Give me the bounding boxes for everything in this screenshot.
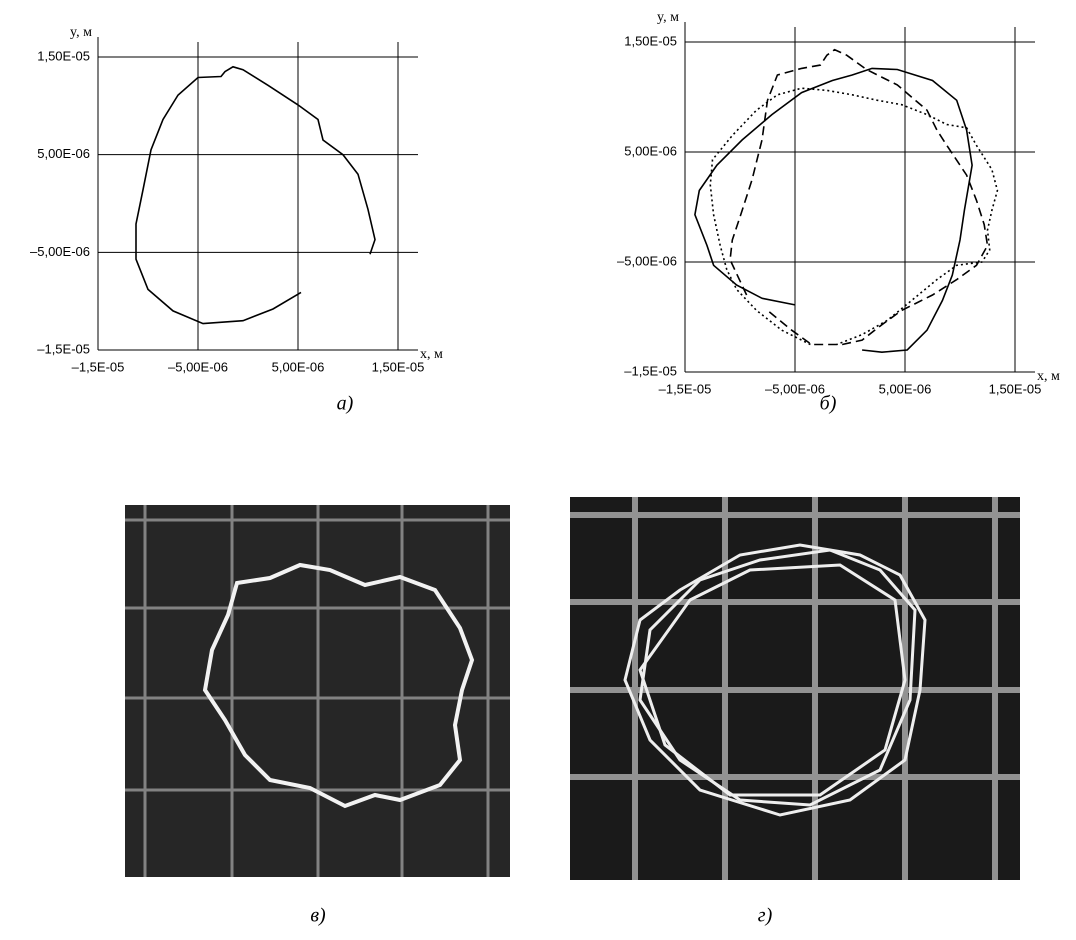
data-line (695, 68, 972, 352)
y-axis-label: y, м (70, 25, 92, 40)
x-tick-label: –5,00E-06 (765, 381, 825, 396)
y-tick-label: 1,50E-05 (624, 33, 677, 48)
caption: в) (310, 905, 326, 927)
photo (125, 505, 510, 877)
caption: г) (758, 905, 773, 927)
x-tick-label: –1,5E-05 (72, 359, 125, 374)
x-tick-label: –5,00E-06 (168, 359, 228, 374)
figure: а) б) в) г) –1,5E-05–5,00E-065,00E-061,5… (0, 0, 1076, 935)
caption: а) (337, 393, 354, 415)
x-tick-label: 1,50E-05 (989, 381, 1042, 396)
x-tick-label: 5,00E-06 (879, 381, 932, 396)
y-tick-label: 1,50E-05 (37, 48, 90, 63)
x-axis-label: x, м (420, 347, 443, 362)
x-tick-label: –1,5E-05 (659, 381, 712, 396)
data-line (136, 67, 375, 324)
photo (570, 497, 1020, 880)
x-tick-label: 5,00E-06 (272, 359, 325, 374)
y-tick-label: 5,00E-06 (624, 143, 677, 158)
x-axis-label: x, м (1037, 369, 1060, 384)
data-line (710, 88, 997, 344)
y-tick-label: –5,00E-06 (30, 244, 90, 259)
y-axis-label: y, м (657, 10, 679, 25)
y-tick-label: –1,5E-05 (624, 363, 677, 378)
x-tick-label: 1,50E-05 (372, 359, 425, 374)
y-tick-label: –1,5E-05 (37, 341, 90, 356)
y-tick-label: –5,00E-06 (617, 253, 677, 268)
page: а) б) в) г) –1,5E-05–5,00E-065,00E-061,5… (0, 0, 1076, 940)
y-tick-label: 5,00E-06 (37, 146, 90, 161)
